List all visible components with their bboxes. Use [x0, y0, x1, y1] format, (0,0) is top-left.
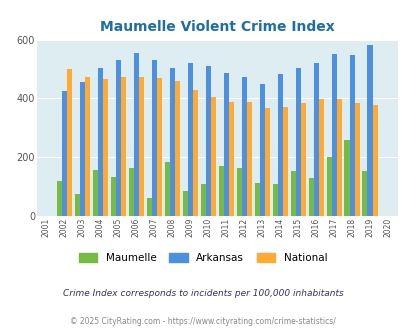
Bar [187, 63, 192, 216]
Bar [210, 97, 215, 216]
Bar [75, 194, 80, 216]
Bar [343, 140, 349, 216]
Bar [102, 79, 108, 216]
Bar [175, 82, 179, 216]
Bar [156, 79, 162, 216]
Bar [336, 99, 341, 216]
Bar [67, 69, 72, 216]
Bar [228, 102, 233, 216]
Bar [362, 171, 367, 216]
Bar [282, 107, 287, 216]
Bar [128, 168, 134, 216]
Bar [354, 103, 359, 216]
Bar [246, 102, 251, 216]
Bar [115, 60, 121, 216]
Bar [139, 77, 143, 216]
Bar [111, 177, 115, 216]
Title: Maumelle Violent Crime Index: Maumelle Violent Crime Index [100, 20, 334, 34]
Bar [192, 90, 197, 216]
Bar [57, 181, 62, 216]
Bar [134, 53, 139, 216]
Bar [121, 77, 126, 216]
Bar [62, 91, 67, 216]
Bar [290, 171, 295, 216]
Bar [98, 68, 102, 216]
Bar [259, 84, 264, 216]
Bar [218, 166, 223, 216]
Bar [326, 157, 331, 216]
Text: Crime Index corresponds to incidents per 100,000 inhabitants: Crime Index corresponds to incidents per… [62, 289, 343, 298]
Bar [367, 45, 372, 216]
Bar [146, 199, 151, 216]
Text: © 2025 CityRating.com - https://www.cityrating.com/crime-statistics/: © 2025 CityRating.com - https://www.city… [70, 317, 335, 326]
Bar [236, 169, 241, 216]
Bar [164, 162, 169, 216]
Bar [254, 183, 259, 216]
Bar [93, 170, 98, 216]
Bar [277, 74, 282, 216]
Bar [313, 63, 318, 216]
Bar [241, 77, 246, 216]
Bar [80, 82, 85, 216]
Bar [200, 184, 205, 216]
Legend: Maumelle, Arkansas, National: Maumelle, Arkansas, National [75, 248, 330, 267]
Bar [331, 54, 336, 216]
Bar [85, 77, 90, 216]
Bar [223, 73, 228, 216]
Bar [349, 55, 354, 216]
Bar [295, 68, 300, 216]
Bar [264, 108, 269, 216]
Bar [300, 103, 305, 216]
Bar [151, 60, 156, 216]
Bar [372, 105, 377, 216]
Bar [272, 184, 277, 216]
Bar [169, 68, 175, 216]
Bar [205, 66, 210, 216]
Bar [318, 99, 323, 216]
Bar [182, 191, 187, 216]
Bar [308, 178, 313, 216]
